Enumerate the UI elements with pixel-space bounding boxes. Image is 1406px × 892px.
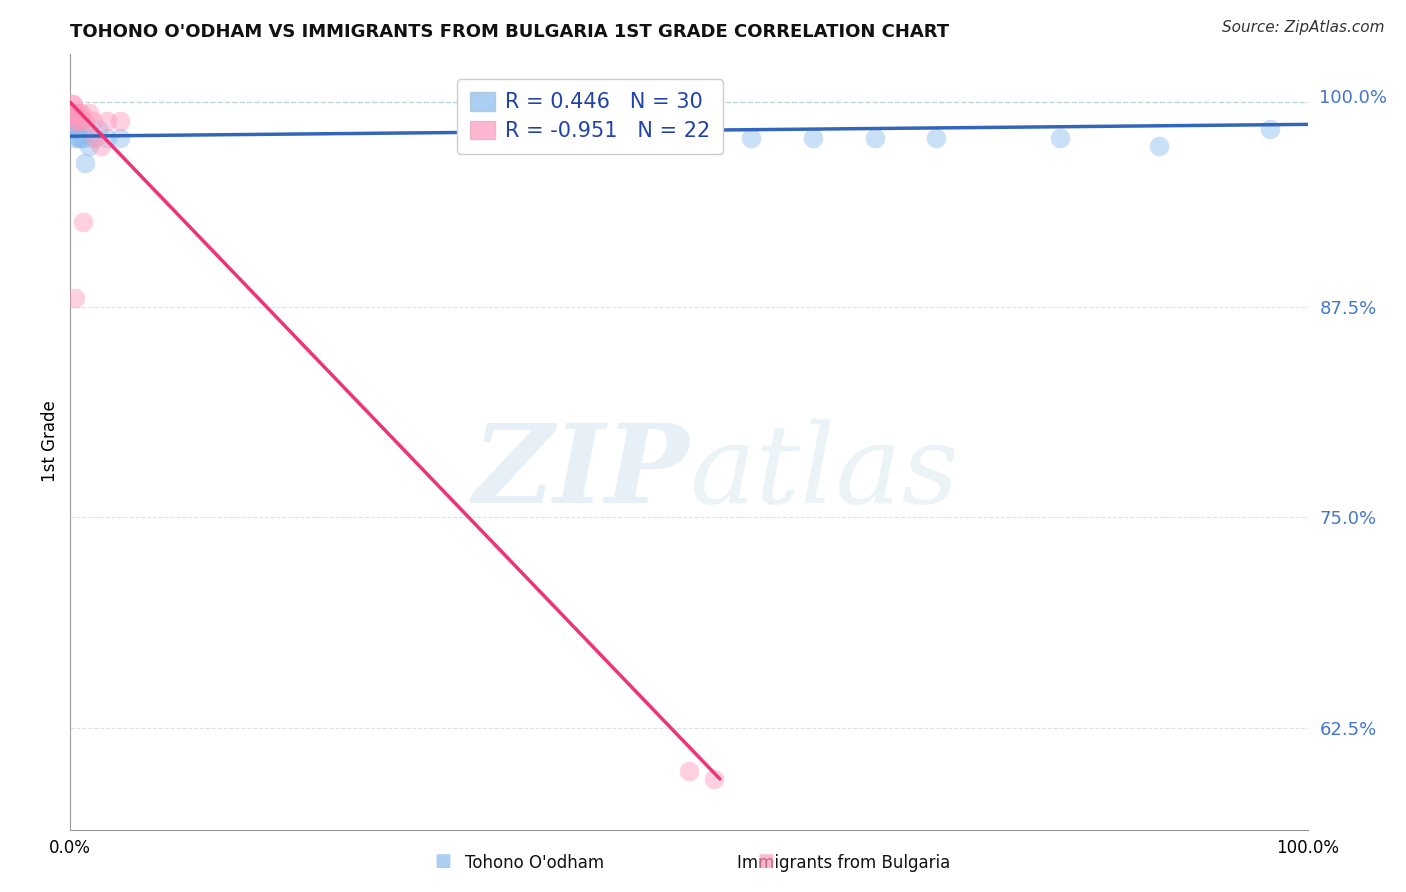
Point	[60, 114, 83, 128]
Text: ■: ■	[434, 852, 451, 870]
Point	[67, 122, 90, 136]
Point	[96, 131, 118, 145]
Point	[63, 105, 86, 120]
Point	[63, 114, 86, 128]
Point	[1049, 131, 1071, 145]
Point	[65, 131, 87, 145]
Text: ■: ■	[758, 852, 775, 870]
Point	[90, 139, 112, 153]
Point	[62, 97, 84, 112]
Point	[60, 105, 83, 120]
Point	[678, 764, 700, 778]
Point	[62, 105, 84, 120]
Point	[66, 114, 89, 128]
Point	[65, 122, 87, 136]
Point	[108, 131, 131, 145]
Point	[67, 131, 90, 145]
Point	[82, 131, 104, 145]
Point	[63, 114, 86, 128]
Point	[60, 105, 83, 120]
Legend: R = 0.446   N = 30, R = -0.951   N = 22: R = 0.446 N = 30, R = -0.951 N = 22	[457, 79, 723, 153]
Point	[70, 114, 93, 128]
Y-axis label: 1st Grade: 1st Grade	[41, 401, 59, 483]
Text: TOHONO O'ODHAM VS IMMIGRANTS FROM BULGARIA 1ST GRADE CORRELATION CHART: TOHONO O'ODHAM VS IMMIGRANTS FROM BULGAR…	[70, 23, 949, 41]
Text: Immigrants from Bulgaria: Immigrants from Bulgaria	[737, 855, 950, 872]
Point	[703, 772, 725, 786]
Point	[86, 122, 108, 136]
Point	[801, 131, 824, 145]
Point	[1260, 122, 1282, 136]
Point	[60, 97, 83, 112]
Point	[72, 131, 94, 145]
Point	[65, 291, 87, 305]
Point	[62, 114, 84, 128]
Point	[67, 105, 90, 120]
Point	[740, 131, 762, 145]
Point	[1147, 139, 1170, 153]
Point	[72, 215, 94, 229]
Point	[77, 139, 100, 153]
Text: Source: ZipAtlas.com: Source: ZipAtlas.com	[1222, 20, 1385, 35]
Text: ZIP: ZIP	[472, 419, 689, 526]
Text: Tohono O'odham: Tohono O'odham	[465, 855, 603, 872]
Point	[75, 156, 97, 170]
Point	[63, 122, 86, 136]
Point	[65, 105, 87, 120]
Point	[69, 131, 91, 145]
Point	[77, 105, 100, 120]
Point	[96, 114, 118, 128]
Point	[65, 114, 87, 128]
Point	[69, 114, 91, 128]
Point	[82, 114, 104, 128]
Point	[65, 105, 87, 120]
Point	[75, 114, 97, 128]
Point	[84, 131, 107, 145]
Point	[63, 105, 86, 120]
Point	[62, 105, 84, 120]
Text: atlas: atlas	[689, 419, 959, 526]
Point	[863, 131, 886, 145]
Point	[925, 131, 948, 145]
Point	[66, 114, 89, 128]
Point	[70, 105, 93, 120]
Point	[108, 114, 131, 128]
